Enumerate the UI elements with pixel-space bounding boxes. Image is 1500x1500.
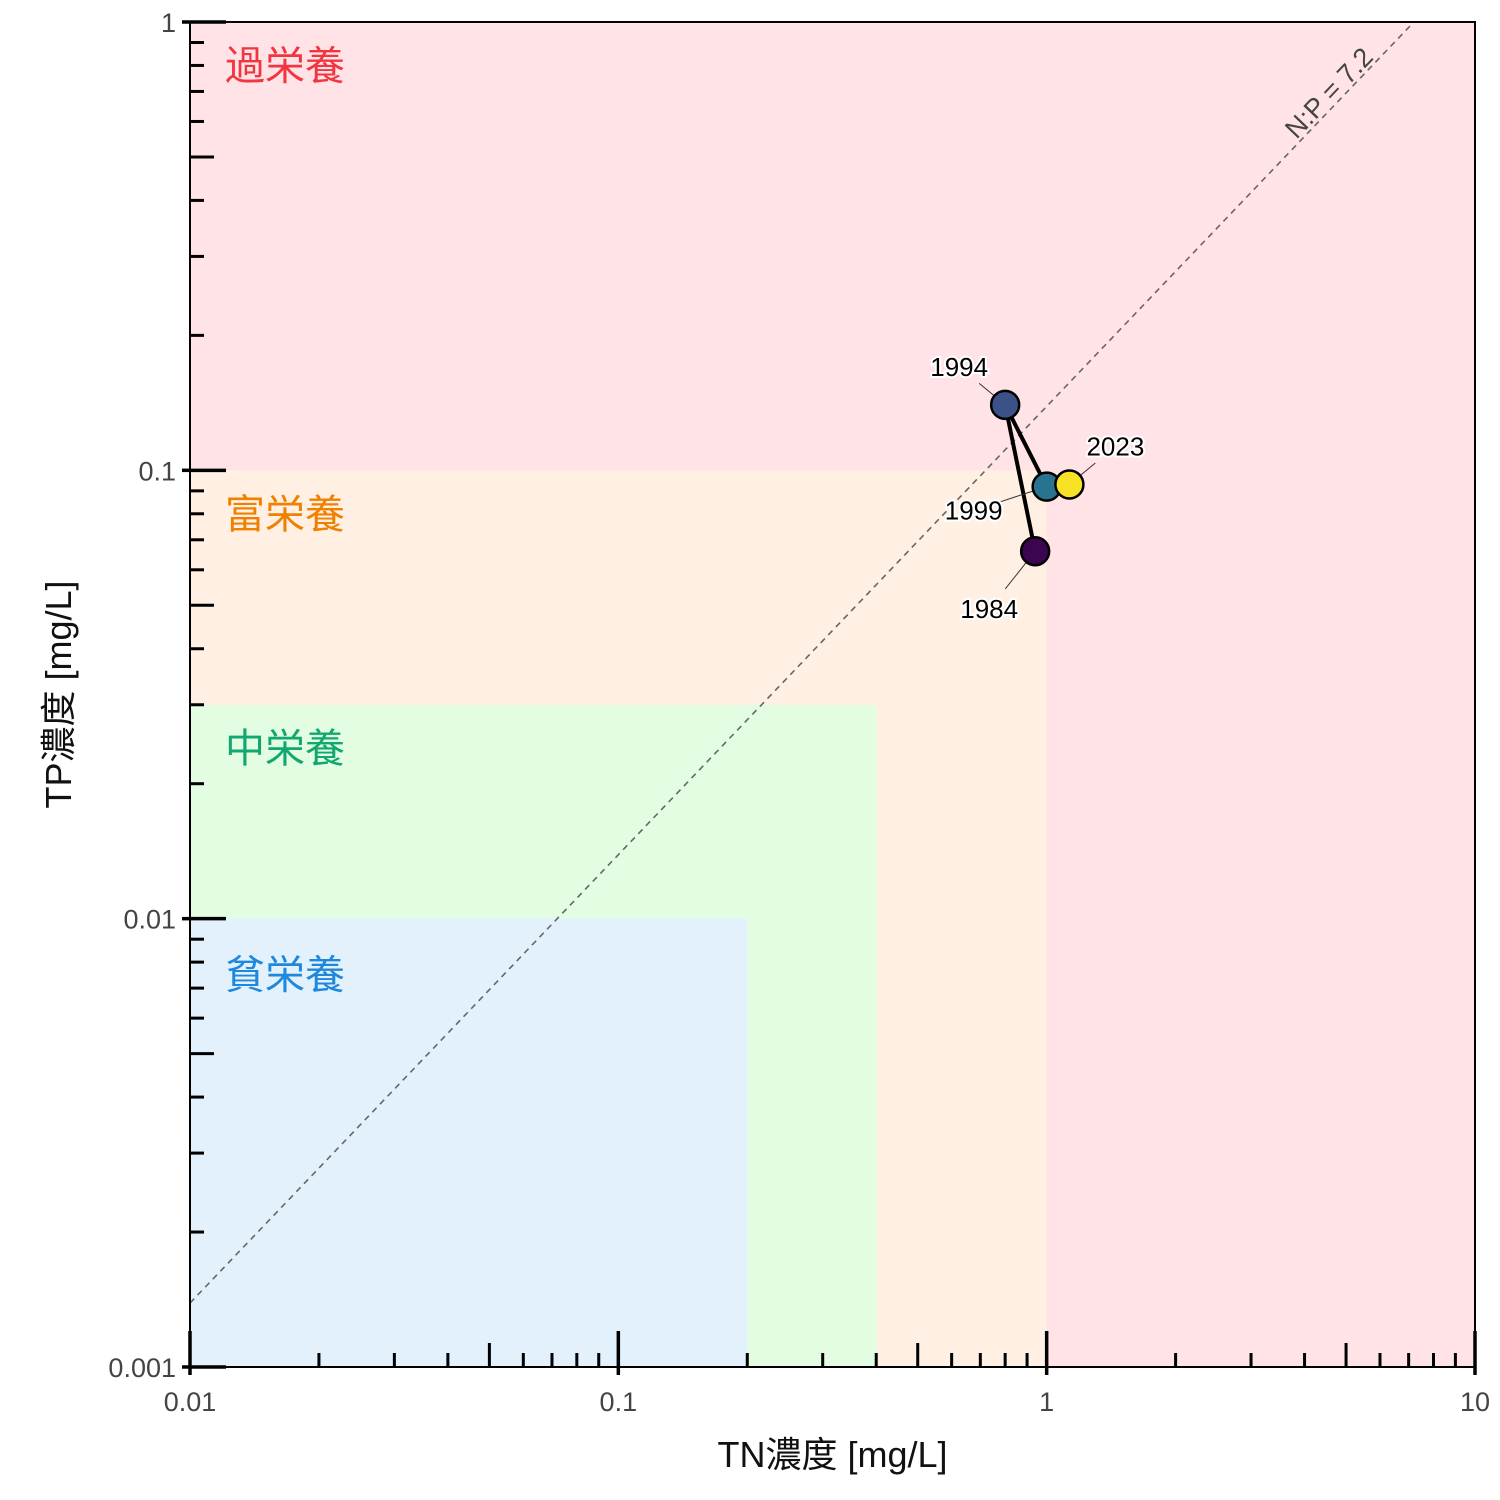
- zone-label-2: 中栄養: [225, 727, 345, 771]
- y-tick-label: 0.001: [108, 1353, 176, 1383]
- zone-label-1: 富栄養: [225, 493, 345, 537]
- point-1984: [1019, 535, 1051, 567]
- leader-line-2023: [1080, 462, 1096, 476]
- x-tick-label: 10: [1460, 1387, 1490, 1417]
- data-points: 1984 1994 1999 2023: [928, 350, 1146, 626]
- zone-label-0: 過栄養: [225, 44, 345, 88]
- plot-frame: [189, 21, 1476, 1368]
- x-tick-label: 1: [1039, 1387, 1054, 1417]
- trophic-zones: [190, 22, 1475, 1367]
- leader-line-1984: [1004, 562, 1027, 590]
- point-label-2023: 2023: [1086, 431, 1144, 461]
- y-tick-label: 0.1: [138, 456, 176, 486]
- point-label-1984: 1984: [960, 594, 1018, 624]
- axis-ticks: 0.01 0.1 1 10 0.001 0.01 0.1 1: [108, 8, 1490, 1417]
- y-tick-label: 1: [161, 8, 176, 38]
- leader-line-1999: [998, 490, 1033, 503]
- zone-rect-3: [190, 918, 748, 1367]
- x-tick-label: 0.01: [164, 1387, 217, 1417]
- x-tick-label: 0.1: [600, 1387, 638, 1417]
- x-axis-title: TN濃度 [mg/L]: [717, 1434, 947, 1475]
- leader-line-1994: [978, 382, 994, 396]
- point-label-1999: 1999: [945, 496, 1003, 526]
- zone-label-3: 貧栄養: [225, 954, 345, 998]
- point-label-1994: 1994: [930, 352, 988, 382]
- point-1994: [989, 389, 1021, 421]
- y-tick-label: 0.01: [123, 905, 176, 935]
- y-axis-title: TP濃度 [mg/L]: [38, 580, 79, 808]
- np-ratio-line: [189, 21, 1415, 1304]
- point-2023: [1054, 469, 1085, 500]
